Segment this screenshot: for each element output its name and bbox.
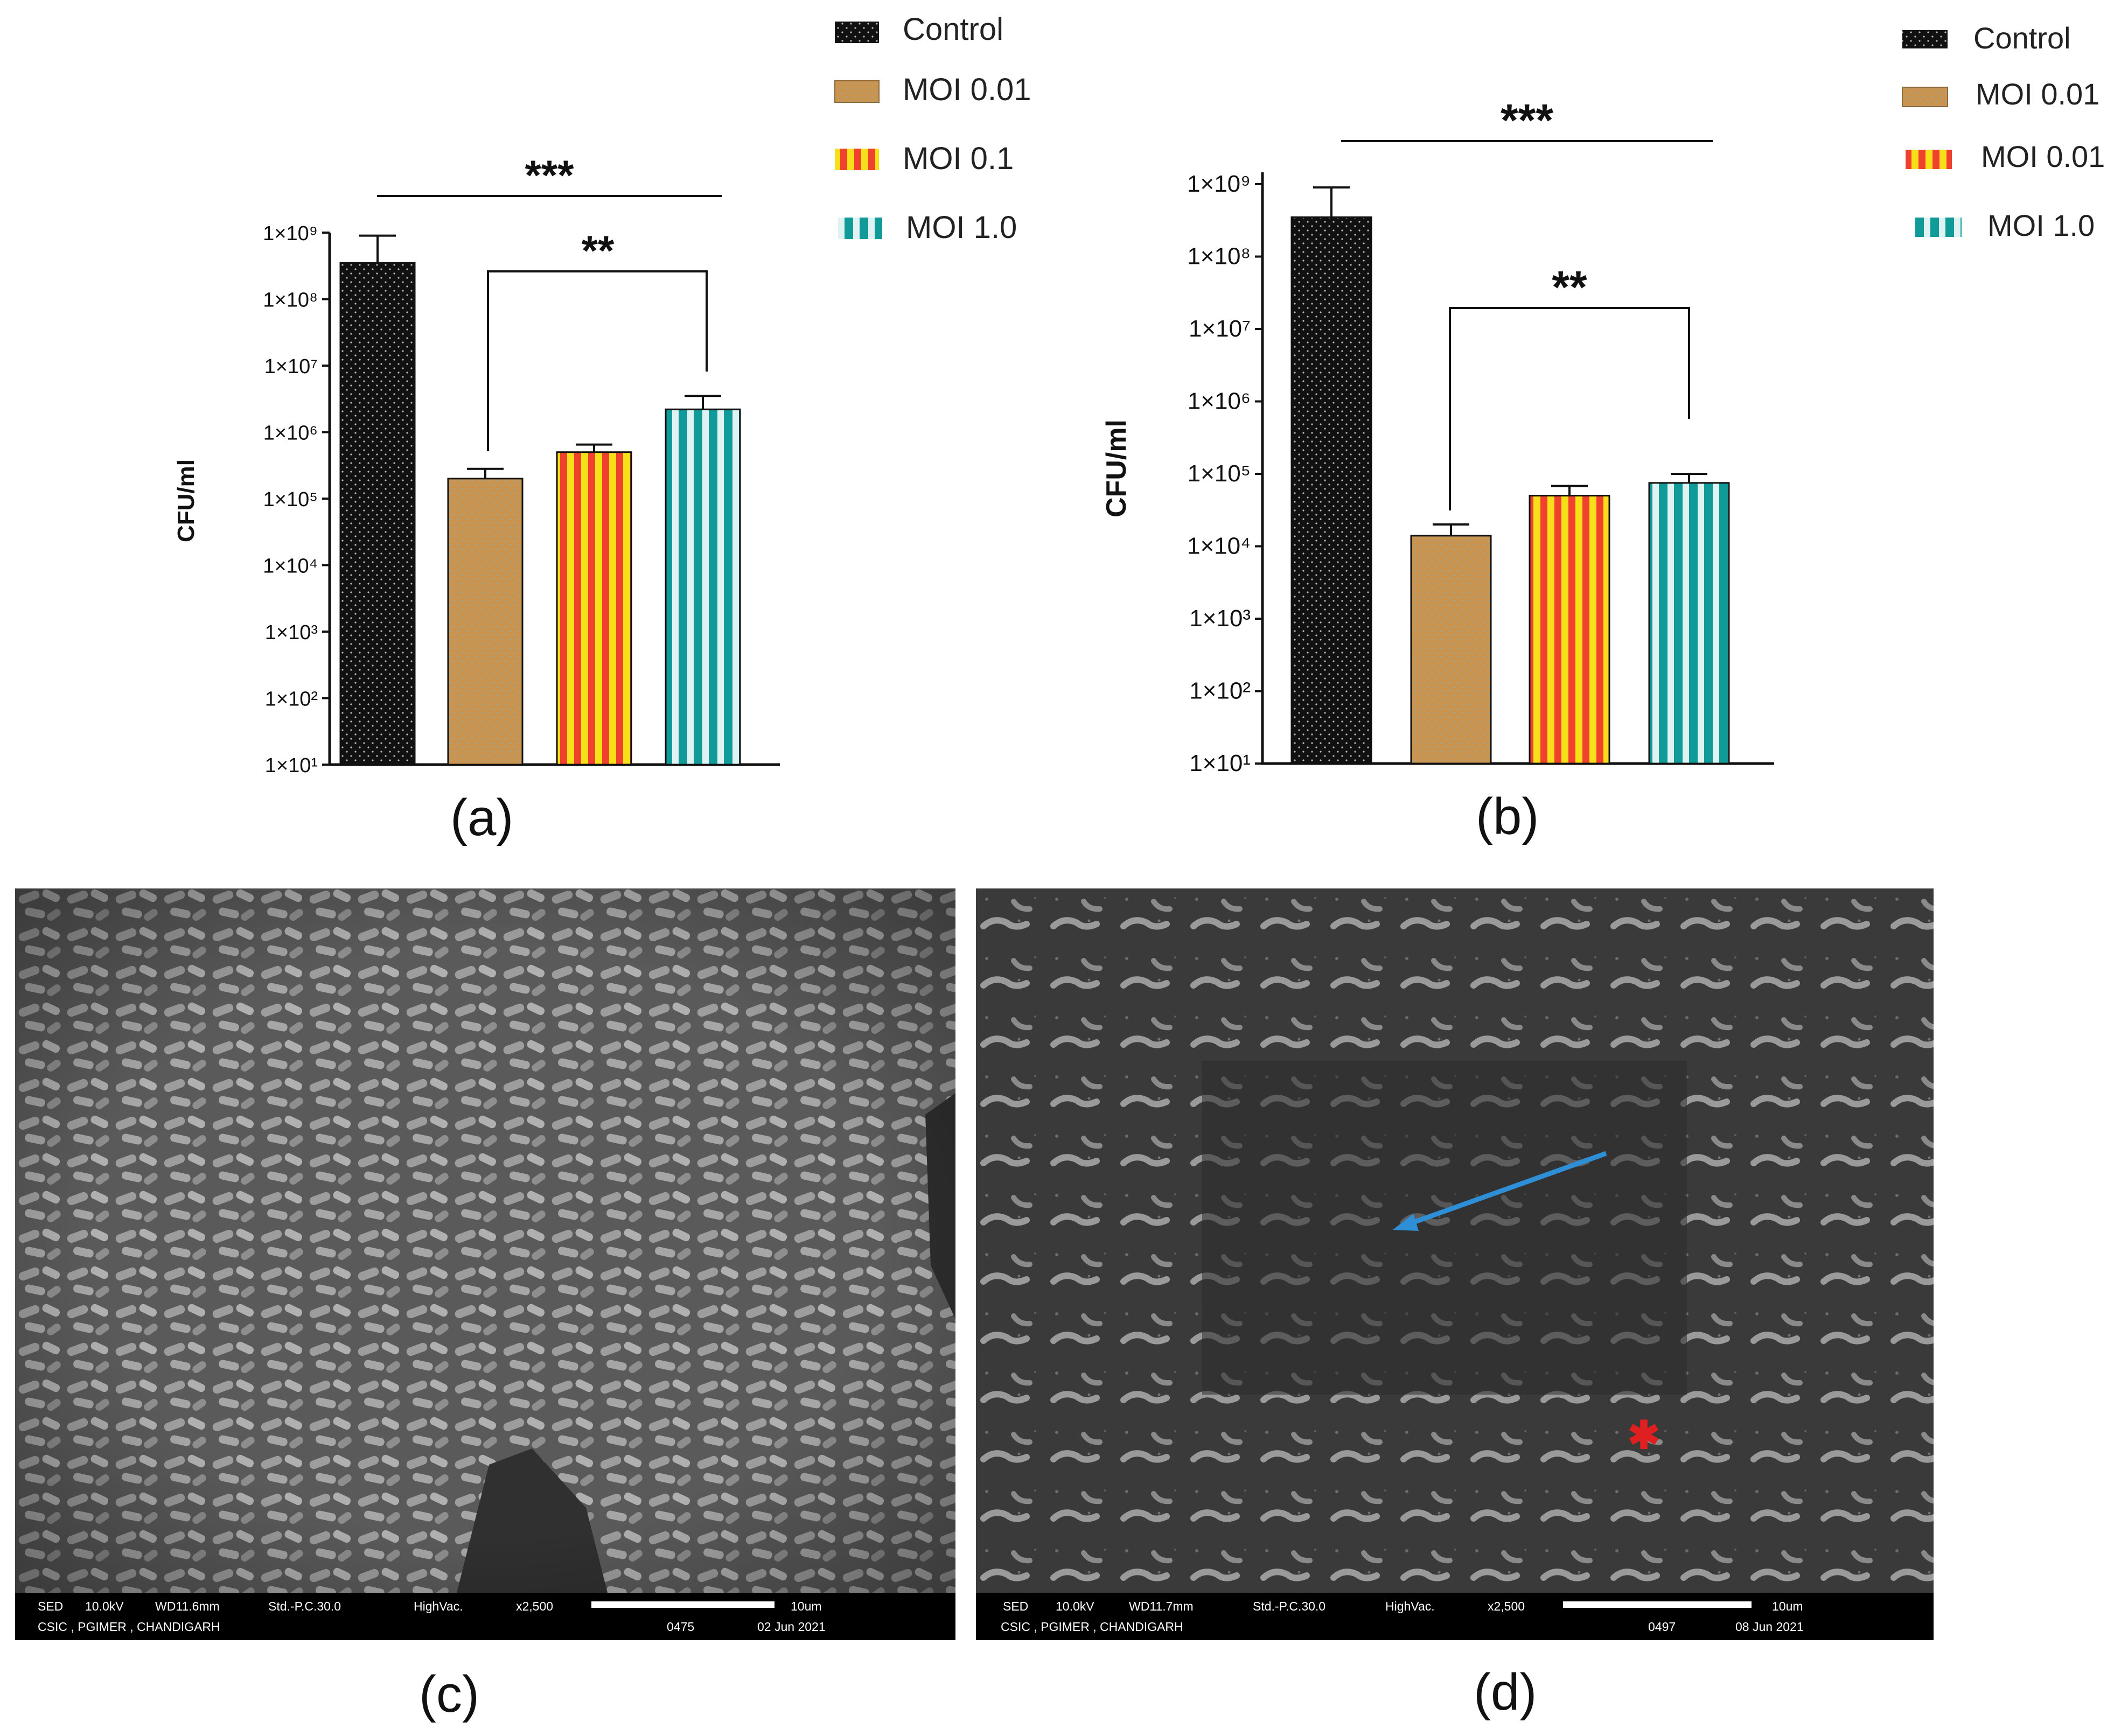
bar-charts-canvas: 1×10¹ 1×10² 1×10³ 1×10⁴ 1×10⁵ 1×10⁶ 1×10⁷ 1×10⁸… [173,12,2105,777]
chart-b-y-tick-label: 1×10⁵ [1188,460,1251,487]
chart-b: 1×10¹ 1×10² 1×10³ 1×10⁴ 1×10⁵ 1×10⁶ 1×10⁷ 1×10⁸… [1101,21,2105,776]
chart-b-y-axis: 1×10¹ 1×10² 1×10³ 1×10⁴ 1×10⁵ 1×10⁶ 1×10⁷ 1×10⁸… [1187,171,1264,776]
blue-arrow-icon [1393,1151,1607,1231]
panel-label-c: (c) [419,1665,479,1723]
chart-b-legend: Control MOI 0.01 MOI 0.01 MOI 1.0 [1902,21,2105,242]
sem-d-scale: 10um [1772,1599,1803,1613]
chart-b-significance: *** ** [1341,95,1713,510]
chart-a-y-tick-label: 1×10⁵ [263,488,318,511]
sem-d-image-no: 0497 [1648,1620,1676,1634]
sem-d-mode: SED [1003,1599,1029,1613]
chart-a-legend: Control MOI 0.01 MOI 0.1 MOI 1.0 [834,12,1031,245]
sem-d-wd: WD11.7mm [1129,1599,1194,1613]
chart-a-y-tick-label: 1×10⁷ [264,355,318,378]
legend-a-label-moi10: MOI 1.0 [906,210,1017,245]
sem-c-facility: CSIC , PGIMER , CHANDIGARH [38,1620,220,1634]
chart-b-y-tick-label: 1×10² [1189,678,1251,704]
sem-c-image-no: 0475 [667,1620,695,1634]
chart-a-bar [665,408,741,766]
legend-b-label-moi01: MOI 0.01 [1981,139,2105,173]
chart-b-bar [1648,482,1730,765]
sem-d-scale-bar [1563,1601,1752,1608]
panel-label-a: (a) [450,789,514,846]
sem-c-info-bar: SED 10.0kV WD11.6mm Std.-P.C.30.0 HighVa… [15,1593,955,1640]
sem-image-d: ✱ SED 10.0kV WD11.7mm Std.-P.C.30.0 High… [976,888,1934,1640]
chart-a-y-label: CFU/ml [173,459,199,542]
legend-b-swatch-moi10 [1915,218,1962,237]
legend-a-swatch-control [835,22,879,43]
legend-a-label-control: Control [903,12,1003,47]
sem-c-mag: x2,500 [516,1599,554,1613]
chart-b-bar [1529,494,1610,765]
chart-b-sig-1: *** [1501,95,1553,145]
chart-b-y-tick-label: 1×10³ [1189,605,1251,632]
legend-b-swatch-moi001 [1902,87,1948,107]
legend-a-label-moi001: MOI 0.01 [903,72,1031,107]
sem-d-info-bar: SED 10.0kV WD11.7mm Std.-P.C.30.0 HighVa… [976,1593,1934,1640]
legend-b-label-moi10: MOI 1.0 [1987,208,2095,242]
sem-d-std: Std.-P.C.30.0 [1253,1599,1326,1613]
chart-a-y-tick-label: 1×10¹ [265,754,318,777]
sem-image-c: SED 10.0kV WD11.6mm Std.-P.C.30.0 HighVa… [15,888,955,1640]
sem-d-kv: 10.0kV [1056,1599,1094,1613]
panel-label-b: (b) [1476,788,1539,845]
sem-d-mag: x2,500 [1488,1599,1525,1613]
sem-d-vac: HighVac. [1385,1599,1435,1613]
sem-c-vac: HighVac. [414,1599,463,1613]
panel-label-d: (d) [1474,1663,1537,1721]
sem-c-mode: SED [38,1599,64,1613]
chart-a-y-tick-label: 1×10³ [265,621,318,644]
chart-b-y-tick-label: 1×10⁶ [1188,388,1251,415]
chart-b-bar [1410,535,1492,765]
chart-b-y-tick-label: 1×10⁸ [1187,243,1251,270]
chart-b-y-tick-label: 1×10⁹ [1187,171,1251,197]
chart-a-y-tick-label: 1×10⁹ [263,222,318,245]
chart-a-y-tick-label: 1×10⁶ [263,422,318,445]
sem-c-date: 02 Jun 2021 [757,1620,826,1634]
chart-b-y-tick-label: 1×10⁷ [1189,316,1251,342]
red-asterisk-icon: ✱ [1628,1414,1660,1457]
legend-b-label-moi001: MOI 0.01 [1976,77,2099,111]
chart-a-sig-1: *** [525,151,574,199]
sem-d-date: 08 Jun 2021 [1735,1620,1804,1634]
sem-c-std: Std.-P.C.30.0 [268,1599,341,1613]
chart-a-bar [339,262,416,766]
legend-a-swatch-moi001 [834,80,880,103]
sem-c-scale: 10um [791,1599,822,1613]
chart-a: 1×10¹ 1×10² 1×10³ 1×10⁴ 1×10⁵ 1×10⁶ 1×10⁷ 1×10⁸… [173,12,1031,777]
chart-a-significance: *** ** [377,151,722,451]
chart-a-y-tick-label: 1×10⁸ [263,289,318,312]
legend-a-swatch-moi10 [838,218,882,239]
sem-d-texture: ✱ [976,888,1934,1593]
chart-a-bar [556,451,632,766]
sem-c-kv: 10.0kV [85,1599,124,1613]
chart-b-y-tick-label: 1×10¹ [1189,750,1251,776]
legend-b-swatch-moi01 [1906,150,1952,169]
chart-a-bar [447,478,524,766]
sem-d-facility: CSIC , PGIMER , CHANDIGARH [1001,1620,1183,1634]
sem-c-texture [15,888,955,1593]
legend-a-swatch-moi01 [835,149,879,170]
chart-b-bars [1290,186,1730,765]
chart-a-y-tick-label: 1×10² [265,688,318,711]
chart-b-y-label: CFU/ml [1101,419,1132,517]
legend-b-swatch-control [1902,30,1948,48]
sem-c-scale-bar [591,1601,775,1608]
legend-b-label-control: Control [1973,21,2071,55]
chart-a-y-axis: 1×10¹ 1×10² 1×10³ 1×10⁴ 1×10⁵ 1×10⁶ 1×10⁷ 1×10⁸… [263,222,331,777]
sem-c-wd: WD11.6mm [155,1599,220,1613]
chart-b-y-tick-label: 1×10⁴ [1187,533,1251,559]
legend-a-label-moi01: MOI 0.1 [903,141,1014,176]
chart-a-y-tick-label: 1×10⁴ [263,555,318,578]
chart-a-bars [339,234,741,766]
chart-b-sig-2: ** [1552,262,1587,312]
chart-b-bar [1290,216,1372,765]
chart-a-sig-2: ** [582,227,615,274]
